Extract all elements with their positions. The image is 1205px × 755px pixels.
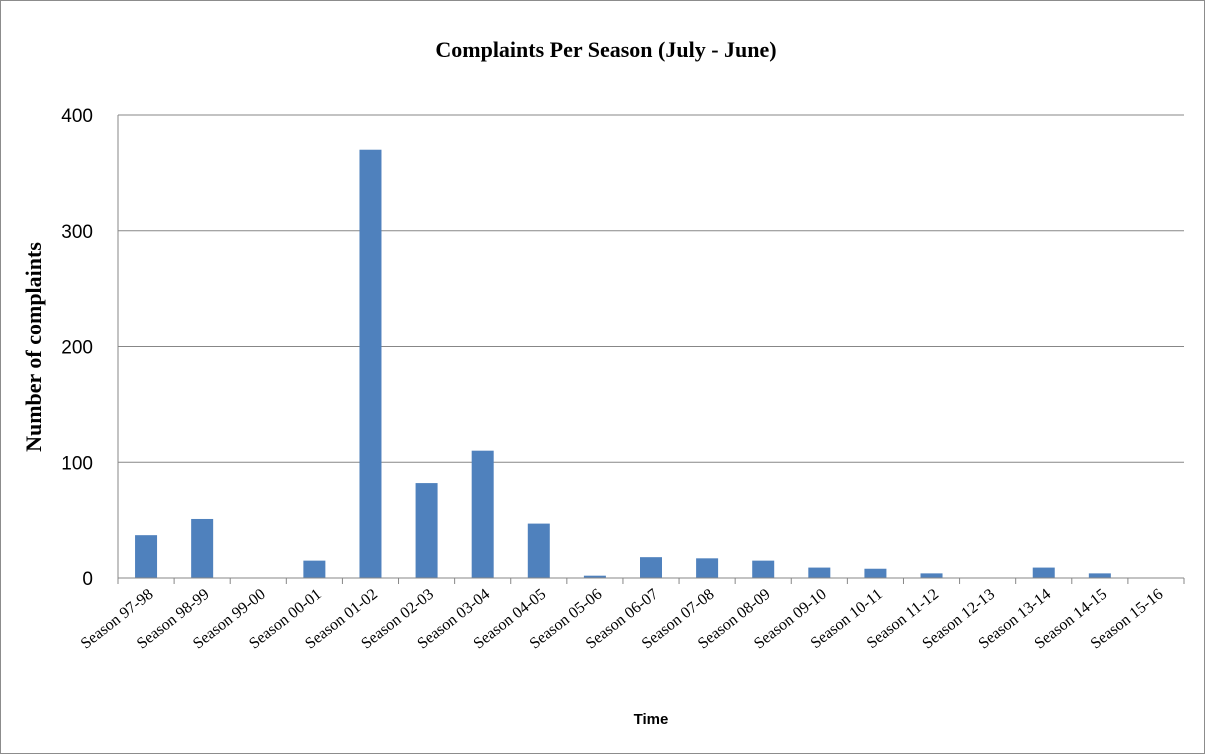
bar	[303, 560, 326, 578]
bar	[359, 149, 382, 578]
y-tick-label: 400	[61, 106, 93, 127]
bar	[527, 523, 550, 578]
y-tick-label: 0	[82, 569, 93, 590]
bar	[135, 535, 158, 578]
bar	[1032, 567, 1055, 578]
chart-title: Complaints Per Season (July - June)	[435, 37, 776, 62]
bar	[696, 558, 719, 578]
bar	[583, 575, 606, 578]
bar	[640, 557, 662, 578]
bar	[1088, 573, 1111, 578]
y-tick-label: 200	[61, 338, 93, 359]
y-tick-label: 100	[61, 453, 93, 474]
bar	[920, 573, 943, 578]
y-axis-label: Number of complaints	[21, 242, 46, 452]
bars	[135, 149, 1111, 578]
y-tick-label: 300	[61, 222, 93, 243]
gridlines	[118, 114, 1184, 463]
bar	[808, 567, 831, 578]
axes	[117, 115, 1185, 584]
x-axis-label: Time	[634, 711, 669, 728]
bar	[752, 560, 775, 578]
bar	[415, 483, 438, 578]
bar	[864, 568, 887, 578]
bar	[471, 450, 494, 578]
y-tick-labels: 0 100 200 300 400	[61, 106, 93, 590]
bar	[191, 518, 214, 578]
